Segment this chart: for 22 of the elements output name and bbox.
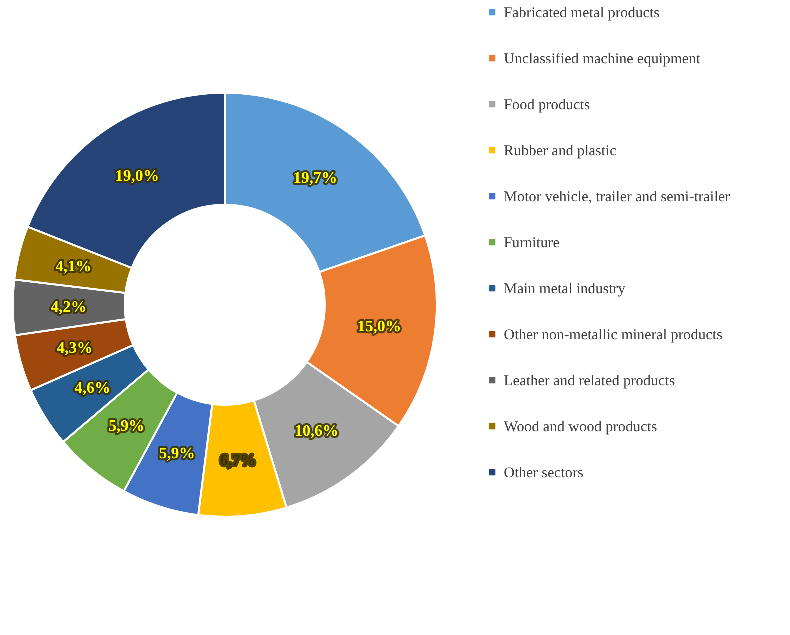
- legend-label: Leather and related products: [504, 374, 676, 390]
- legend-label: Main metal industry: [504, 282, 626, 298]
- data-label: 4,1%: [56, 258, 92, 276]
- legend-label: Other non-metallic mineral products: [504, 328, 723, 344]
- data-label: 5,9%: [108, 418, 145, 436]
- data-label: 4,3%: [57, 340, 94, 358]
- data-label: 4,2%: [51, 298, 88, 316]
- data-label: 5,9%: [159, 446, 196, 463]
- legend-label: Furniture: [504, 236, 560, 252]
- data-label: 19,0%: [115, 168, 160, 185]
- legend-label: Fabricated metal products: [504, 6, 660, 22]
- legend-label: Unclassified machine equipment: [504, 52, 702, 68]
- data-label: 19,7%: [294, 170, 338, 187]
- legend-label: Food products: [504, 98, 590, 114]
- legend-label: Motor vehicle, trailer and semi-trailer: [504, 190, 730, 206]
- data-label: 4,6%: [74, 380, 111, 397]
- legend-label: Rubber and plastic: [504, 144, 617, 160]
- legend-label: Wood and wood products: [504, 420, 658, 436]
- data-label: 6,7%: [220, 452, 256, 470]
- data-label: 10,6%: [294, 423, 339, 440]
- legend-label: Other sectors: [504, 466, 584, 482]
- data-label: 15,0%: [358, 318, 402, 336]
